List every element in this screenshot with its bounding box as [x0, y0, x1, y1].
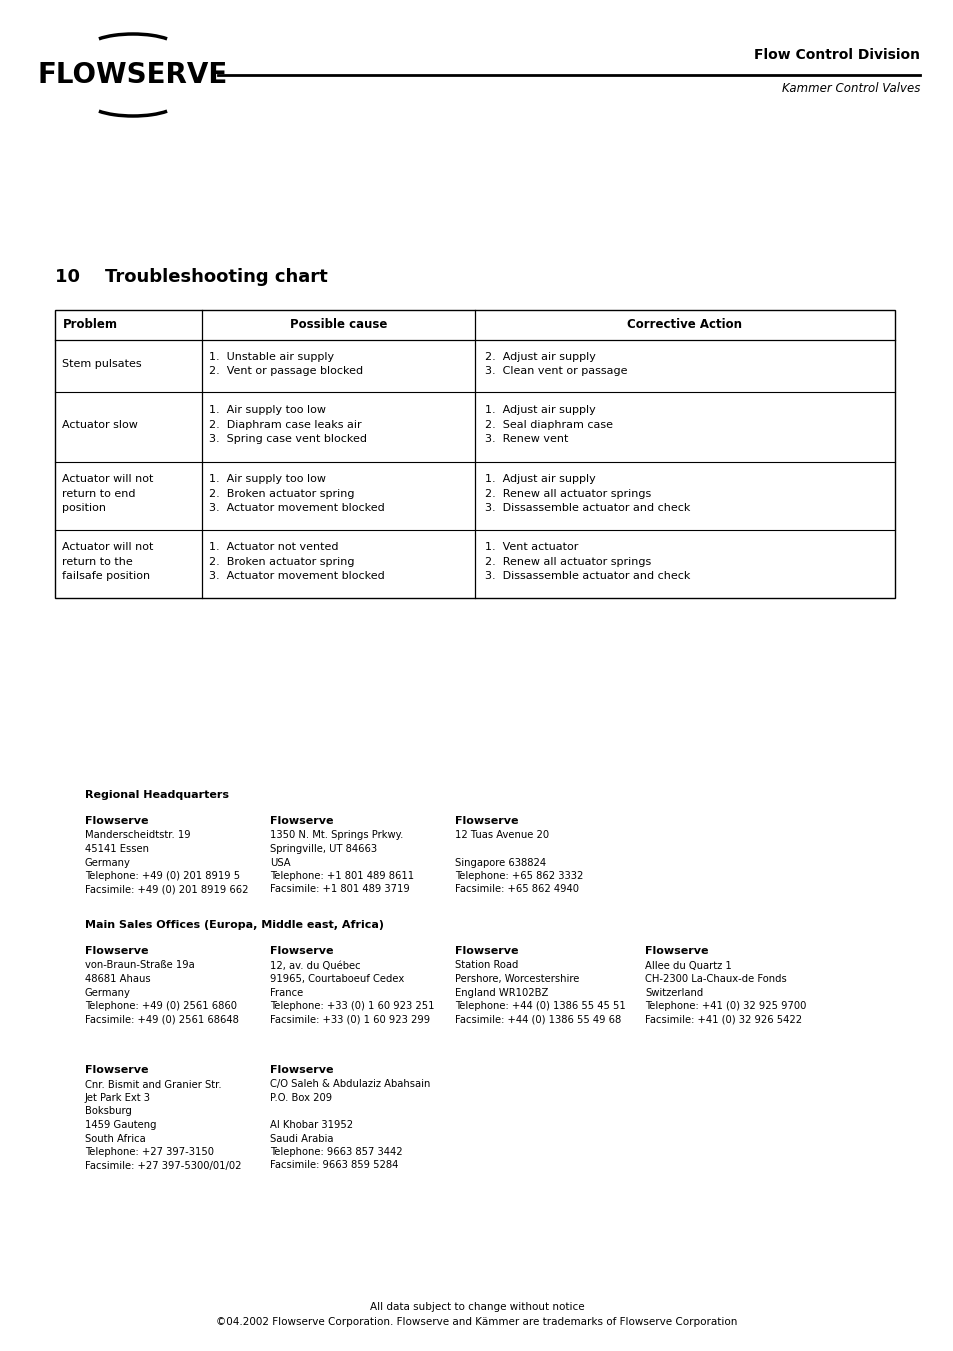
Text: von-Braun-Straße 19a: von-Braun-Straße 19a: [85, 961, 194, 970]
Text: Corrective Action: Corrective Action: [627, 319, 741, 331]
Text: 1.  Air supply too low: 1. Air supply too low: [209, 474, 326, 484]
Text: Germany: Germany: [85, 988, 131, 997]
Text: Switzerland: Switzerland: [644, 988, 702, 997]
Text: USA: USA: [270, 858, 291, 867]
Text: Flowserve: Flowserve: [270, 1065, 334, 1075]
Text: failsafe position: failsafe position: [62, 571, 150, 581]
Text: Facsimile: 9663 859 5284: Facsimile: 9663 859 5284: [270, 1161, 398, 1170]
Text: France: France: [270, 988, 303, 997]
Text: Actuator will not: Actuator will not: [62, 542, 153, 553]
Text: 3.  Dissassemble actuator and check: 3. Dissassemble actuator and check: [484, 504, 690, 513]
Text: Saudi Arabia: Saudi Arabia: [270, 1133, 334, 1143]
Text: C/O Saleh & Abdulaziz Abahsain: C/O Saleh & Abdulaziz Abahsain: [270, 1079, 430, 1089]
Text: Telephone: +49 (0) 2561 6860: Telephone: +49 (0) 2561 6860: [85, 1001, 236, 1011]
Text: FLOWSERVE: FLOWSERVE: [38, 61, 228, 89]
Text: 3.  Spring case vent blocked: 3. Spring case vent blocked: [209, 434, 367, 444]
Text: 2.  Seal diaphram case: 2. Seal diaphram case: [484, 420, 613, 430]
Text: Actuator will not: Actuator will not: [62, 474, 153, 484]
Text: position: position: [62, 504, 106, 513]
Text: Singapore 638824: Singapore 638824: [455, 858, 545, 867]
Text: 48681 Ahaus: 48681 Ahaus: [85, 974, 151, 984]
Text: return to end: return to end: [62, 489, 135, 499]
Text: 10    Troubleshooting chart: 10 Troubleshooting chart: [55, 267, 328, 286]
Text: Flowserve: Flowserve: [455, 816, 518, 825]
Text: 2.  Adjust air supply: 2. Adjust air supply: [484, 351, 596, 362]
Text: Station Road: Station Road: [455, 961, 517, 970]
Bar: [55, 309, 894, 598]
Text: 91965, Courtaboeuf Cedex: 91965, Courtaboeuf Cedex: [270, 974, 404, 984]
Text: Actuator slow: Actuator slow: [62, 420, 138, 430]
Text: ©04.2002 Flowserve Corporation. Flowserve and Kämmer are trademarks of Flowserve: ©04.2002 Flowserve Corporation. Flowserv…: [216, 1317, 737, 1327]
Text: 1.  Adjust air supply: 1. Adjust air supply: [484, 474, 595, 484]
Text: 3.  Actuator movement blocked: 3. Actuator movement blocked: [209, 504, 384, 513]
Text: Telephone: +33 (0) 1 60 923 251: Telephone: +33 (0) 1 60 923 251: [270, 1001, 434, 1011]
Text: Boksburg: Boksburg: [85, 1106, 132, 1116]
Text: 1.  Unstable air supply: 1. Unstable air supply: [209, 351, 334, 362]
Text: Springville, UT 84663: Springville, UT 84663: [270, 844, 376, 854]
Text: Facsimile: +65 862 4940: Facsimile: +65 862 4940: [455, 885, 578, 894]
Text: Kammer Control Valves: Kammer Control Valves: [781, 82, 919, 95]
Text: Flowserve: Flowserve: [85, 1065, 149, 1075]
Text: Flowserve: Flowserve: [270, 946, 334, 957]
Text: Telephone: +41 (0) 32 925 9700: Telephone: +41 (0) 32 925 9700: [644, 1001, 805, 1011]
Text: Telephone: 9663 857 3442: Telephone: 9663 857 3442: [270, 1147, 402, 1156]
Text: Facsimile: +27 397-5300/01/02: Facsimile: +27 397-5300/01/02: [85, 1161, 241, 1170]
Text: Telephone: +27 397-3150: Telephone: +27 397-3150: [85, 1147, 213, 1156]
Text: Problem: Problem: [63, 319, 118, 331]
Text: P.O. Box 209: P.O. Box 209: [270, 1093, 332, 1102]
Text: Telephone: +65 862 3332: Telephone: +65 862 3332: [455, 871, 583, 881]
Text: Pershore, Worcestershire: Pershore, Worcestershire: [455, 974, 578, 984]
Text: All data subject to change without notice: All data subject to change without notic…: [370, 1302, 583, 1312]
Text: Flowserve: Flowserve: [644, 946, 708, 957]
Text: Facsimile: +33 (0) 1 60 923 299: Facsimile: +33 (0) 1 60 923 299: [270, 1015, 430, 1024]
Text: Facsimile: +41 (0) 32 926 5422: Facsimile: +41 (0) 32 926 5422: [644, 1015, 801, 1024]
Text: 3.  Dissassemble actuator and check: 3. Dissassemble actuator and check: [484, 571, 690, 581]
Text: return to the: return to the: [62, 557, 132, 567]
Text: Allee du Quartz 1: Allee du Quartz 1: [644, 961, 731, 970]
Text: England WR102BZ: England WR102BZ: [455, 988, 548, 997]
Text: 2.  Broken actuator spring: 2. Broken actuator spring: [209, 557, 355, 567]
Text: Stem pulsates: Stem pulsates: [62, 359, 141, 369]
Text: CH-2300 La-Chaux-de Fonds: CH-2300 La-Chaux-de Fonds: [644, 974, 786, 984]
Text: 12, av. du Québec: 12, av. du Québec: [270, 961, 360, 970]
Text: 45141 Essen: 45141 Essen: [85, 844, 149, 854]
Text: 1.  Adjust air supply: 1. Adjust air supply: [484, 405, 595, 415]
Text: 1350 N. Mt. Springs Prkwy.: 1350 N. Mt. Springs Prkwy.: [270, 831, 403, 840]
Text: 3.  Clean vent or passage: 3. Clean vent or passage: [484, 366, 627, 376]
Text: 2.  Renew all actuator springs: 2. Renew all actuator springs: [484, 557, 651, 567]
Text: 12 Tuas Avenue 20: 12 Tuas Avenue 20: [455, 831, 549, 840]
Text: Telephone: +1 801 489 8611: Telephone: +1 801 489 8611: [270, 871, 414, 881]
Text: Germany: Germany: [85, 858, 131, 867]
Text: Flowserve: Flowserve: [85, 946, 149, 957]
Text: Flowserve: Flowserve: [270, 816, 334, 825]
Text: Flowserve: Flowserve: [455, 946, 518, 957]
Text: Facsimile: +49 (0) 2561 68648: Facsimile: +49 (0) 2561 68648: [85, 1015, 238, 1024]
Text: 2.  Vent or passage blocked: 2. Vent or passage blocked: [209, 366, 363, 376]
Text: Telephone: +44 (0) 1386 55 45 51: Telephone: +44 (0) 1386 55 45 51: [455, 1001, 625, 1011]
Text: Manderscheidtstr. 19: Manderscheidtstr. 19: [85, 831, 191, 840]
Text: Al Khobar 31952: Al Khobar 31952: [270, 1120, 353, 1129]
Text: Cnr. Bismit and Granier Str.: Cnr. Bismit and Granier Str.: [85, 1079, 221, 1089]
Text: 3.  Renew vent: 3. Renew vent: [484, 434, 568, 444]
Text: Jet Park Ext 3: Jet Park Ext 3: [85, 1093, 151, 1102]
Text: Possible cause: Possible cause: [290, 319, 387, 331]
Text: 1.  Air supply too low: 1. Air supply too low: [209, 405, 326, 415]
Text: Flowserve: Flowserve: [85, 816, 149, 825]
Text: Flow Control Division: Flow Control Division: [753, 49, 919, 62]
Text: 2.  Renew all actuator springs: 2. Renew all actuator springs: [484, 489, 651, 499]
Text: 2.  Broken actuator spring: 2. Broken actuator spring: [209, 489, 355, 499]
Text: Regional Headquarters: Regional Headquarters: [85, 790, 229, 800]
Text: South Africa: South Africa: [85, 1133, 146, 1143]
Text: Facsimile: +49 (0) 201 8919 662: Facsimile: +49 (0) 201 8919 662: [85, 885, 248, 894]
Text: Facsimile: +44 (0) 1386 55 49 68: Facsimile: +44 (0) 1386 55 49 68: [455, 1015, 620, 1024]
Text: Main Sales Offices (Europa, Middle east, Africa): Main Sales Offices (Europa, Middle east,…: [85, 920, 384, 929]
Text: Facsimile: +1 801 489 3719: Facsimile: +1 801 489 3719: [270, 885, 410, 894]
Text: 1.  Vent actuator: 1. Vent actuator: [484, 542, 578, 553]
Text: 3.  Actuator movement blocked: 3. Actuator movement blocked: [209, 571, 384, 581]
Text: 1459 Gauteng: 1459 Gauteng: [85, 1120, 156, 1129]
Text: Telephone: +49 (0) 201 8919 5: Telephone: +49 (0) 201 8919 5: [85, 871, 240, 881]
Text: 1.  Actuator not vented: 1. Actuator not vented: [209, 542, 338, 553]
Text: 2.  Diaphram case leaks air: 2. Diaphram case leaks air: [209, 420, 361, 430]
